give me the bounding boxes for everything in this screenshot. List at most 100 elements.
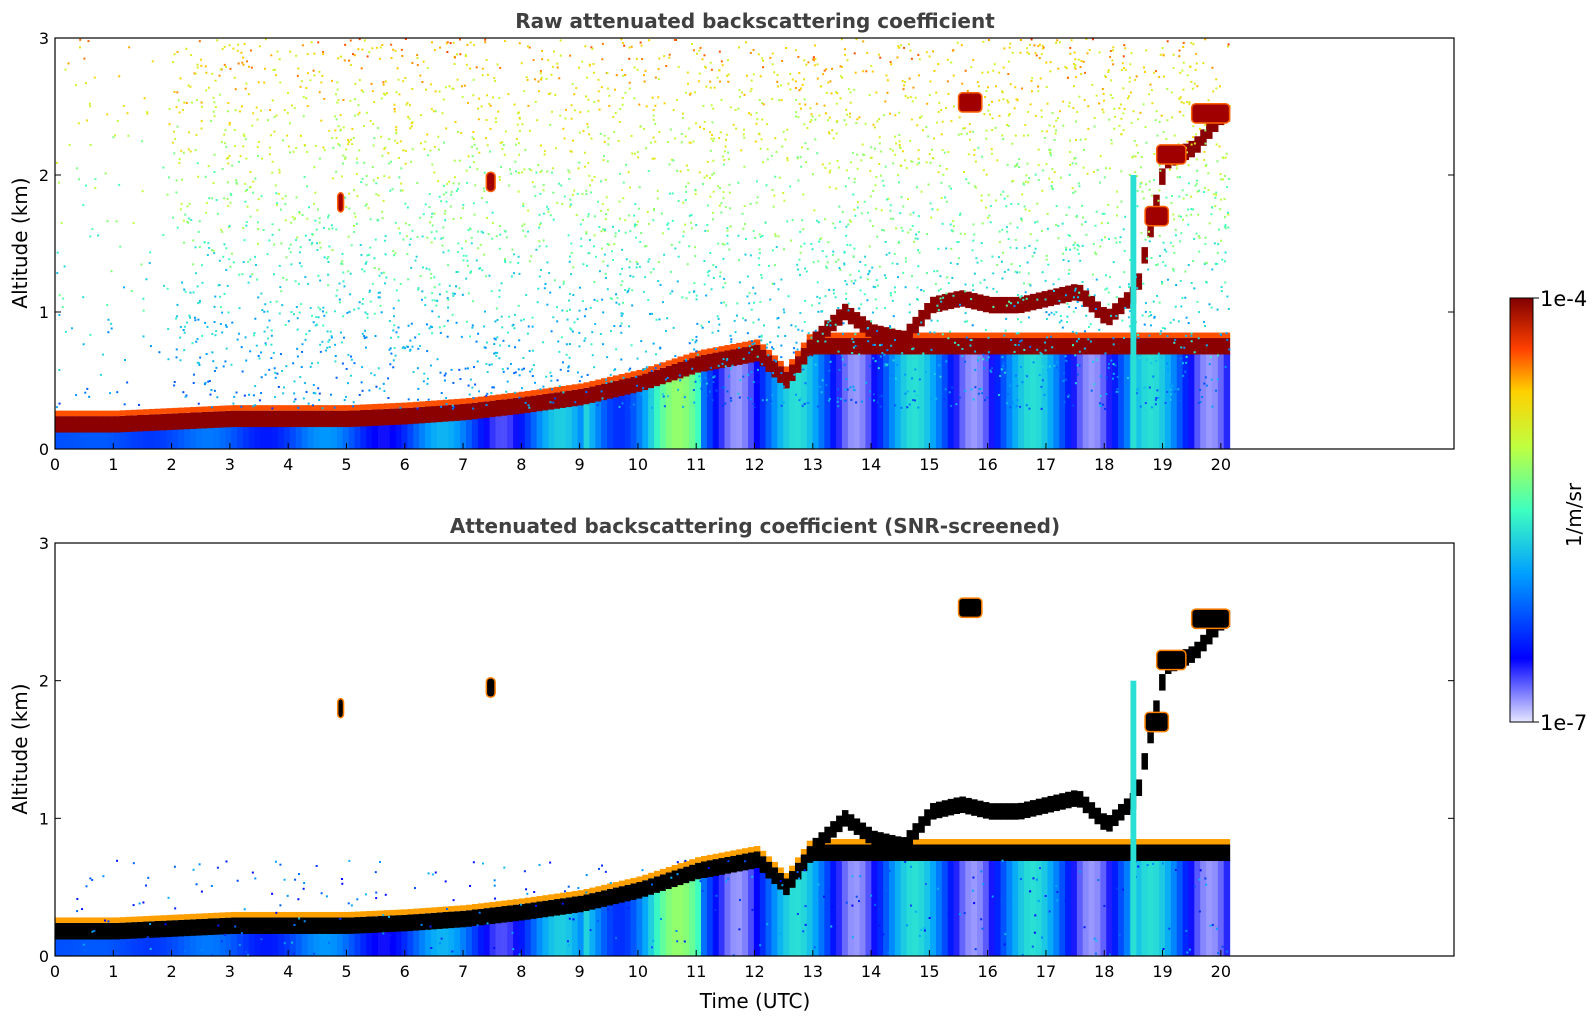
noise-pixel xyxy=(970,66,972,68)
noise-pixel xyxy=(467,102,469,104)
noise-pixel xyxy=(1180,357,1182,359)
noise-pixel xyxy=(1031,38,1033,40)
top-x-tick-label: 10 xyxy=(628,455,648,474)
noise-pixel xyxy=(292,362,294,364)
noise-pixel xyxy=(1172,213,1174,215)
noise-pixel xyxy=(178,162,180,164)
noise-pixel xyxy=(765,222,767,224)
noise-pixel xyxy=(829,324,831,326)
heatmap-cell xyxy=(601,399,607,449)
noise-pixel xyxy=(1076,332,1078,334)
noise-pixel xyxy=(243,261,245,263)
noise-pixel xyxy=(730,338,732,340)
noise-pixel xyxy=(773,206,775,208)
noise-pixel xyxy=(1038,149,1040,151)
noise-pixel xyxy=(1050,336,1052,338)
noise-pixel xyxy=(958,257,960,259)
noise-pixel xyxy=(865,123,867,125)
noise-pixel xyxy=(1173,218,1175,220)
noise-pixel xyxy=(522,123,524,125)
noise-pixel xyxy=(304,382,306,384)
noise-pixel xyxy=(1192,43,1194,45)
noise-pixel xyxy=(694,341,696,343)
noise-pixel xyxy=(553,219,555,221)
noise-pixel xyxy=(607,243,609,245)
noise-pixel xyxy=(469,166,471,168)
noise-pixel xyxy=(1028,210,1030,212)
noise-pixel xyxy=(279,58,281,60)
noise-pixel xyxy=(908,43,910,45)
layer-band-cell xyxy=(824,338,830,354)
noise-pixel xyxy=(169,108,171,110)
noise-pixel xyxy=(1091,390,1093,392)
noise-pixel xyxy=(665,65,667,67)
noise-pixel xyxy=(1171,116,1173,118)
noise-pixel xyxy=(485,395,487,397)
noise-pixel xyxy=(574,109,576,111)
noise-pixel xyxy=(744,205,746,207)
noise-pixel xyxy=(441,392,443,394)
noise-pixel xyxy=(212,360,214,362)
noise-pixel xyxy=(1169,169,1171,171)
noise-pixel xyxy=(621,323,623,325)
noise-pixel xyxy=(223,243,225,245)
noise-pixel xyxy=(796,264,798,266)
noise-pixel xyxy=(568,171,570,173)
noise-pixel xyxy=(723,191,725,193)
noise-pixel xyxy=(273,273,275,275)
noise-pixel xyxy=(1194,83,1196,85)
noise-pixel xyxy=(365,184,367,186)
noise-pixel xyxy=(551,388,553,390)
noise-pixel xyxy=(518,273,520,275)
noise-pixel xyxy=(355,216,357,218)
noise-pixel xyxy=(1042,47,1044,49)
noise-pixel xyxy=(761,57,763,59)
noise-pixel xyxy=(317,41,319,43)
noise-pixel xyxy=(607,288,609,290)
noise-pixel xyxy=(771,98,773,100)
noise-pixel xyxy=(1196,301,1198,303)
heatmap-cell xyxy=(266,426,272,449)
noise-pixel xyxy=(205,212,207,214)
layer-band-cell xyxy=(454,404,460,420)
noise-pixel xyxy=(1146,359,1148,361)
noise-pixel xyxy=(529,260,531,262)
noise-pixel xyxy=(439,91,441,93)
noise-pixel xyxy=(728,74,730,76)
noise-pixel xyxy=(972,240,974,242)
noise-pixel xyxy=(459,53,461,55)
noise-pixel xyxy=(1046,336,1048,338)
noise-pixel xyxy=(1186,140,1188,142)
noise-pixel xyxy=(357,104,359,106)
heatmap-cell xyxy=(783,387,789,449)
noise-pixel xyxy=(460,132,462,134)
noise-pixel xyxy=(464,85,466,87)
noise-pixel xyxy=(846,114,848,116)
noise-pixel xyxy=(913,347,915,349)
noise-pixel xyxy=(735,128,737,130)
noise-pixel xyxy=(372,283,374,285)
layer-band-cell xyxy=(137,922,143,939)
noise-pixel xyxy=(700,379,702,381)
noise-pixel xyxy=(640,232,642,234)
noise-pixel xyxy=(486,201,488,203)
noise-pixel xyxy=(1019,52,1021,54)
noise-pixel xyxy=(1100,395,1102,397)
noise-pixel xyxy=(657,197,659,199)
noise-pixel xyxy=(783,311,785,313)
noise-pixel xyxy=(197,176,199,178)
noise-pixel xyxy=(560,40,562,42)
noise-pixel xyxy=(489,151,491,153)
noise-pixel xyxy=(606,196,608,198)
noise-pixel xyxy=(1147,268,1149,270)
noise-pixel xyxy=(393,104,395,106)
noise-pixel xyxy=(1182,189,1184,191)
noise-pixel xyxy=(1002,138,1004,140)
noise-pixel xyxy=(471,387,473,389)
noise-pixel xyxy=(195,134,197,136)
noise-pixel xyxy=(270,344,272,346)
noise-pixel xyxy=(1111,143,1113,145)
noise-pixel xyxy=(1173,54,1175,56)
heatmap-cell xyxy=(625,393,631,449)
noise-pixel xyxy=(665,330,667,332)
